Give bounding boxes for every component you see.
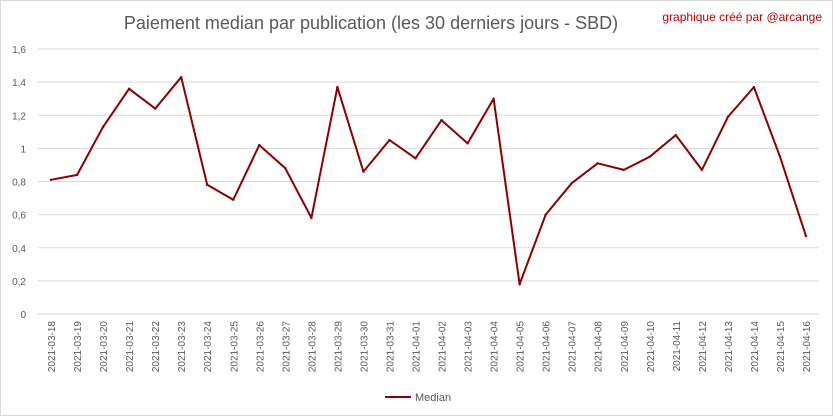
x-tick-label: 2021-04-05 xyxy=(516,321,527,373)
data-point xyxy=(518,282,521,286)
data-point xyxy=(752,85,756,89)
y-tick-label: 1,2 xyxy=(12,111,26,122)
data-point xyxy=(648,155,651,158)
y-tick-label: 0,2 xyxy=(12,277,26,288)
x-tick-label: 2021-03-23 xyxy=(177,321,188,373)
x-tick-label: 2021-04-09 xyxy=(620,321,631,373)
data-point xyxy=(179,75,183,79)
x-tick-label: 2021-03-27 xyxy=(281,321,292,373)
data-point xyxy=(726,115,730,119)
x-tick-label: 2021-04-13 xyxy=(724,321,735,373)
x-tick-label: 2021-04-16 xyxy=(802,321,813,373)
y-tick-label: 1,4 xyxy=(12,78,26,89)
x-tick-label: 2021-03-28 xyxy=(307,321,318,373)
x-tick-label: 2021-03-22 xyxy=(151,321,162,373)
y-tick-label: 0,6 xyxy=(12,211,26,222)
chart-title: Paiement median par publication (les 30 … xyxy=(123,13,619,33)
y-tick-label: 1 xyxy=(20,144,26,155)
data-point xyxy=(310,216,313,220)
x-tick-label: 2021-04-01 xyxy=(411,321,422,373)
data-point xyxy=(492,97,495,100)
x-tick-label: 2021-04-03 xyxy=(464,321,475,373)
data-point xyxy=(101,125,105,129)
data-point xyxy=(544,213,547,216)
data-point xyxy=(232,198,235,201)
chart-credit: graphique créé par @arcange xyxy=(662,10,822,24)
data-point xyxy=(153,107,157,110)
x-tick-label: 2021-03-26 xyxy=(255,321,266,373)
y-tick-label: 0,4 xyxy=(12,244,26,255)
data-point xyxy=(414,157,417,160)
data-point xyxy=(778,155,782,158)
x-tick-label: 2021-03-31 xyxy=(385,321,396,373)
data-point xyxy=(284,167,287,170)
data-point xyxy=(440,119,443,122)
data-point xyxy=(466,142,469,145)
data-point xyxy=(127,87,131,90)
x-tick-label: 2021-03-20 xyxy=(99,321,110,373)
y-tick-label: 1,6 xyxy=(12,45,26,56)
x-tick-label: 2021-03-25 xyxy=(229,321,240,373)
data-point xyxy=(596,162,599,165)
x-tick-label: 2021-04-14 xyxy=(750,321,761,373)
x-tick-label: 2021-04-12 xyxy=(698,321,709,373)
x-tick-label: 2021-03-18 xyxy=(47,321,58,373)
x-tick-label: 2021-03-21 xyxy=(125,321,136,373)
data-point xyxy=(49,178,53,182)
data-point xyxy=(674,133,678,137)
x-tick-label: 2021-04-08 xyxy=(594,321,605,373)
x-tick-label: 2021-04-15 xyxy=(776,321,787,373)
series-line-median xyxy=(50,76,807,286)
x-tick-label: 2021-04-04 xyxy=(490,321,501,373)
x-tick-label: 2021-04-11 xyxy=(672,321,683,372)
legend-label-median: Median xyxy=(415,392,451,404)
x-tick-label: 2021-04-10 xyxy=(646,321,657,373)
data-point xyxy=(570,181,573,185)
x-tick-label: 2021-03-29 xyxy=(333,321,344,373)
data-point xyxy=(206,183,209,187)
x-tick-label: 2021-03-24 xyxy=(203,321,214,373)
data-point xyxy=(388,138,391,142)
x-tick-label: 2021-04-07 xyxy=(568,321,579,373)
y-tick-label: 0 xyxy=(20,310,26,321)
x-tick-label: 2021-04-06 xyxy=(542,321,553,373)
x-tick-label: 2021-03-19 xyxy=(73,321,84,373)
x-tick-label: 2021-03-30 xyxy=(359,321,370,373)
data-point xyxy=(336,85,339,89)
data-point xyxy=(700,168,704,172)
data-point xyxy=(258,143,261,147)
data-point xyxy=(362,170,365,173)
data-point xyxy=(622,168,625,172)
x-tick-label: 2021-04-02 xyxy=(438,321,449,373)
data-point xyxy=(75,173,79,177)
data-point xyxy=(804,234,808,238)
y-tick-label: 0,8 xyxy=(12,178,26,189)
